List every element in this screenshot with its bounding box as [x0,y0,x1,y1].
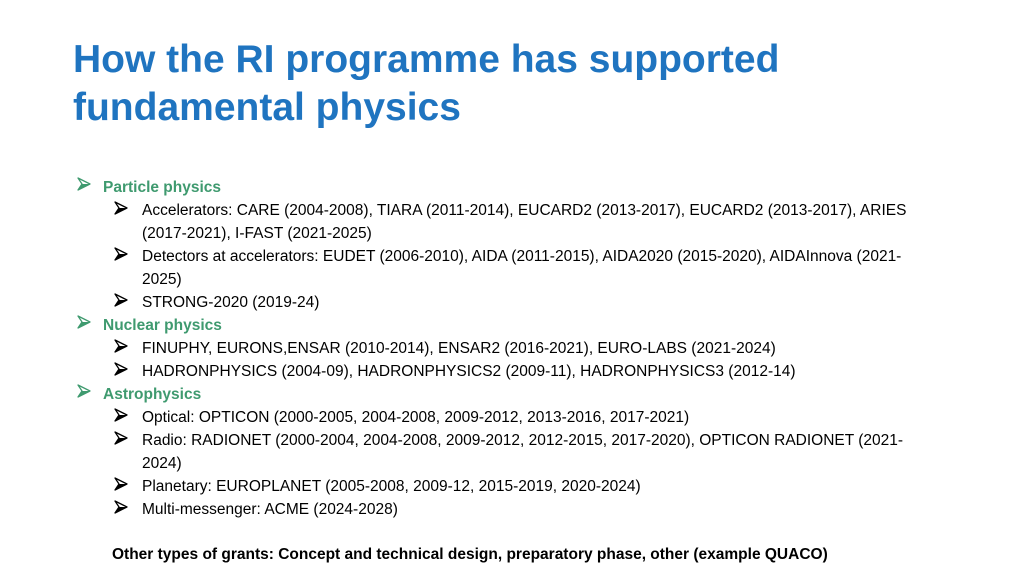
list-item-text: Accelerators: CARE (2004-2008), TIARA (2… [142,202,907,242]
bullet-outline: Particle physics Accelerators: CARE (2004… [73,176,953,521]
arrow-bullet-icon [77,177,91,191]
arrow-bullet-icon [77,315,91,329]
list-item: FINUPHY, EURONS,ENSAR (2010-2014), ENSAR… [73,337,922,360]
arrow-bullet-icon [114,500,128,514]
list-item: STRONG-2020 (2019-24) [73,291,922,314]
list-item-text: STRONG-2020 (2019-24) [142,294,320,311]
arrow-bullet-icon [114,431,128,445]
arrow-bullet-icon [114,408,128,422]
list-item: Multi-messenger: ACME (2024-2028) [73,498,922,521]
list-item-text: Radio: RADIONET (2000-2004, 2004-2008, 2… [142,432,904,472]
list-item: HADRONPHYSICS (2004-09), HADRONPHYSICS2 … [73,360,922,383]
list-item-text: Optical: OPTICON (2000-2005, 2004-2008, … [142,409,690,426]
list-item-text: HADRONPHYSICS (2004-09), HADRONPHYSICS2 … [142,363,796,380]
category-nuclear-physics: Nuclear physics [73,314,953,337]
arrow-bullet-icon [114,247,128,261]
arrow-bullet-icon [114,293,128,307]
category-label: Astrophysics [103,386,202,403]
list-item: Accelerators: CARE (2004-2008), TIARA (2… [73,199,922,245]
arrow-bullet-icon [77,384,91,398]
slide-title: How the RI programme has supported funda… [73,38,780,129]
category-label: Particle physics [103,179,222,196]
category-particle-physics: Particle physics [73,176,953,199]
arrow-bullet-icon [114,339,128,353]
list-item-text: FINUPHY, EURONS,ENSAR (2010-2014), ENSAR… [142,340,776,357]
list-item: Planetary: EUROPLANET (2005-2008, 2009-1… [73,475,922,498]
list-item-text: Multi-messenger: ACME (2024-2028) [142,501,398,518]
arrow-bullet-icon [114,201,128,215]
list-item-text: Detectors at accelerators: EUDET (2006-2… [142,248,902,288]
category-label: Nuclear physics [103,317,222,334]
arrow-bullet-icon [114,477,128,491]
category-astrophysics: Astrophysics [73,383,953,406]
arrow-bullet-icon [114,362,128,376]
list-item: Detectors at accelerators: EUDET (2006-2… [73,245,922,291]
footer-note: Other types of grants: Concept and techn… [112,546,828,563]
list-item: Radio: RADIONET (2000-2004, 2004-2008, 2… [73,429,922,475]
list-item: Optical: OPTICON (2000-2005, 2004-2008, … [73,406,922,429]
list-item-text: Planetary: EUROPLANET (2005-2008, 2009-1… [142,478,641,495]
